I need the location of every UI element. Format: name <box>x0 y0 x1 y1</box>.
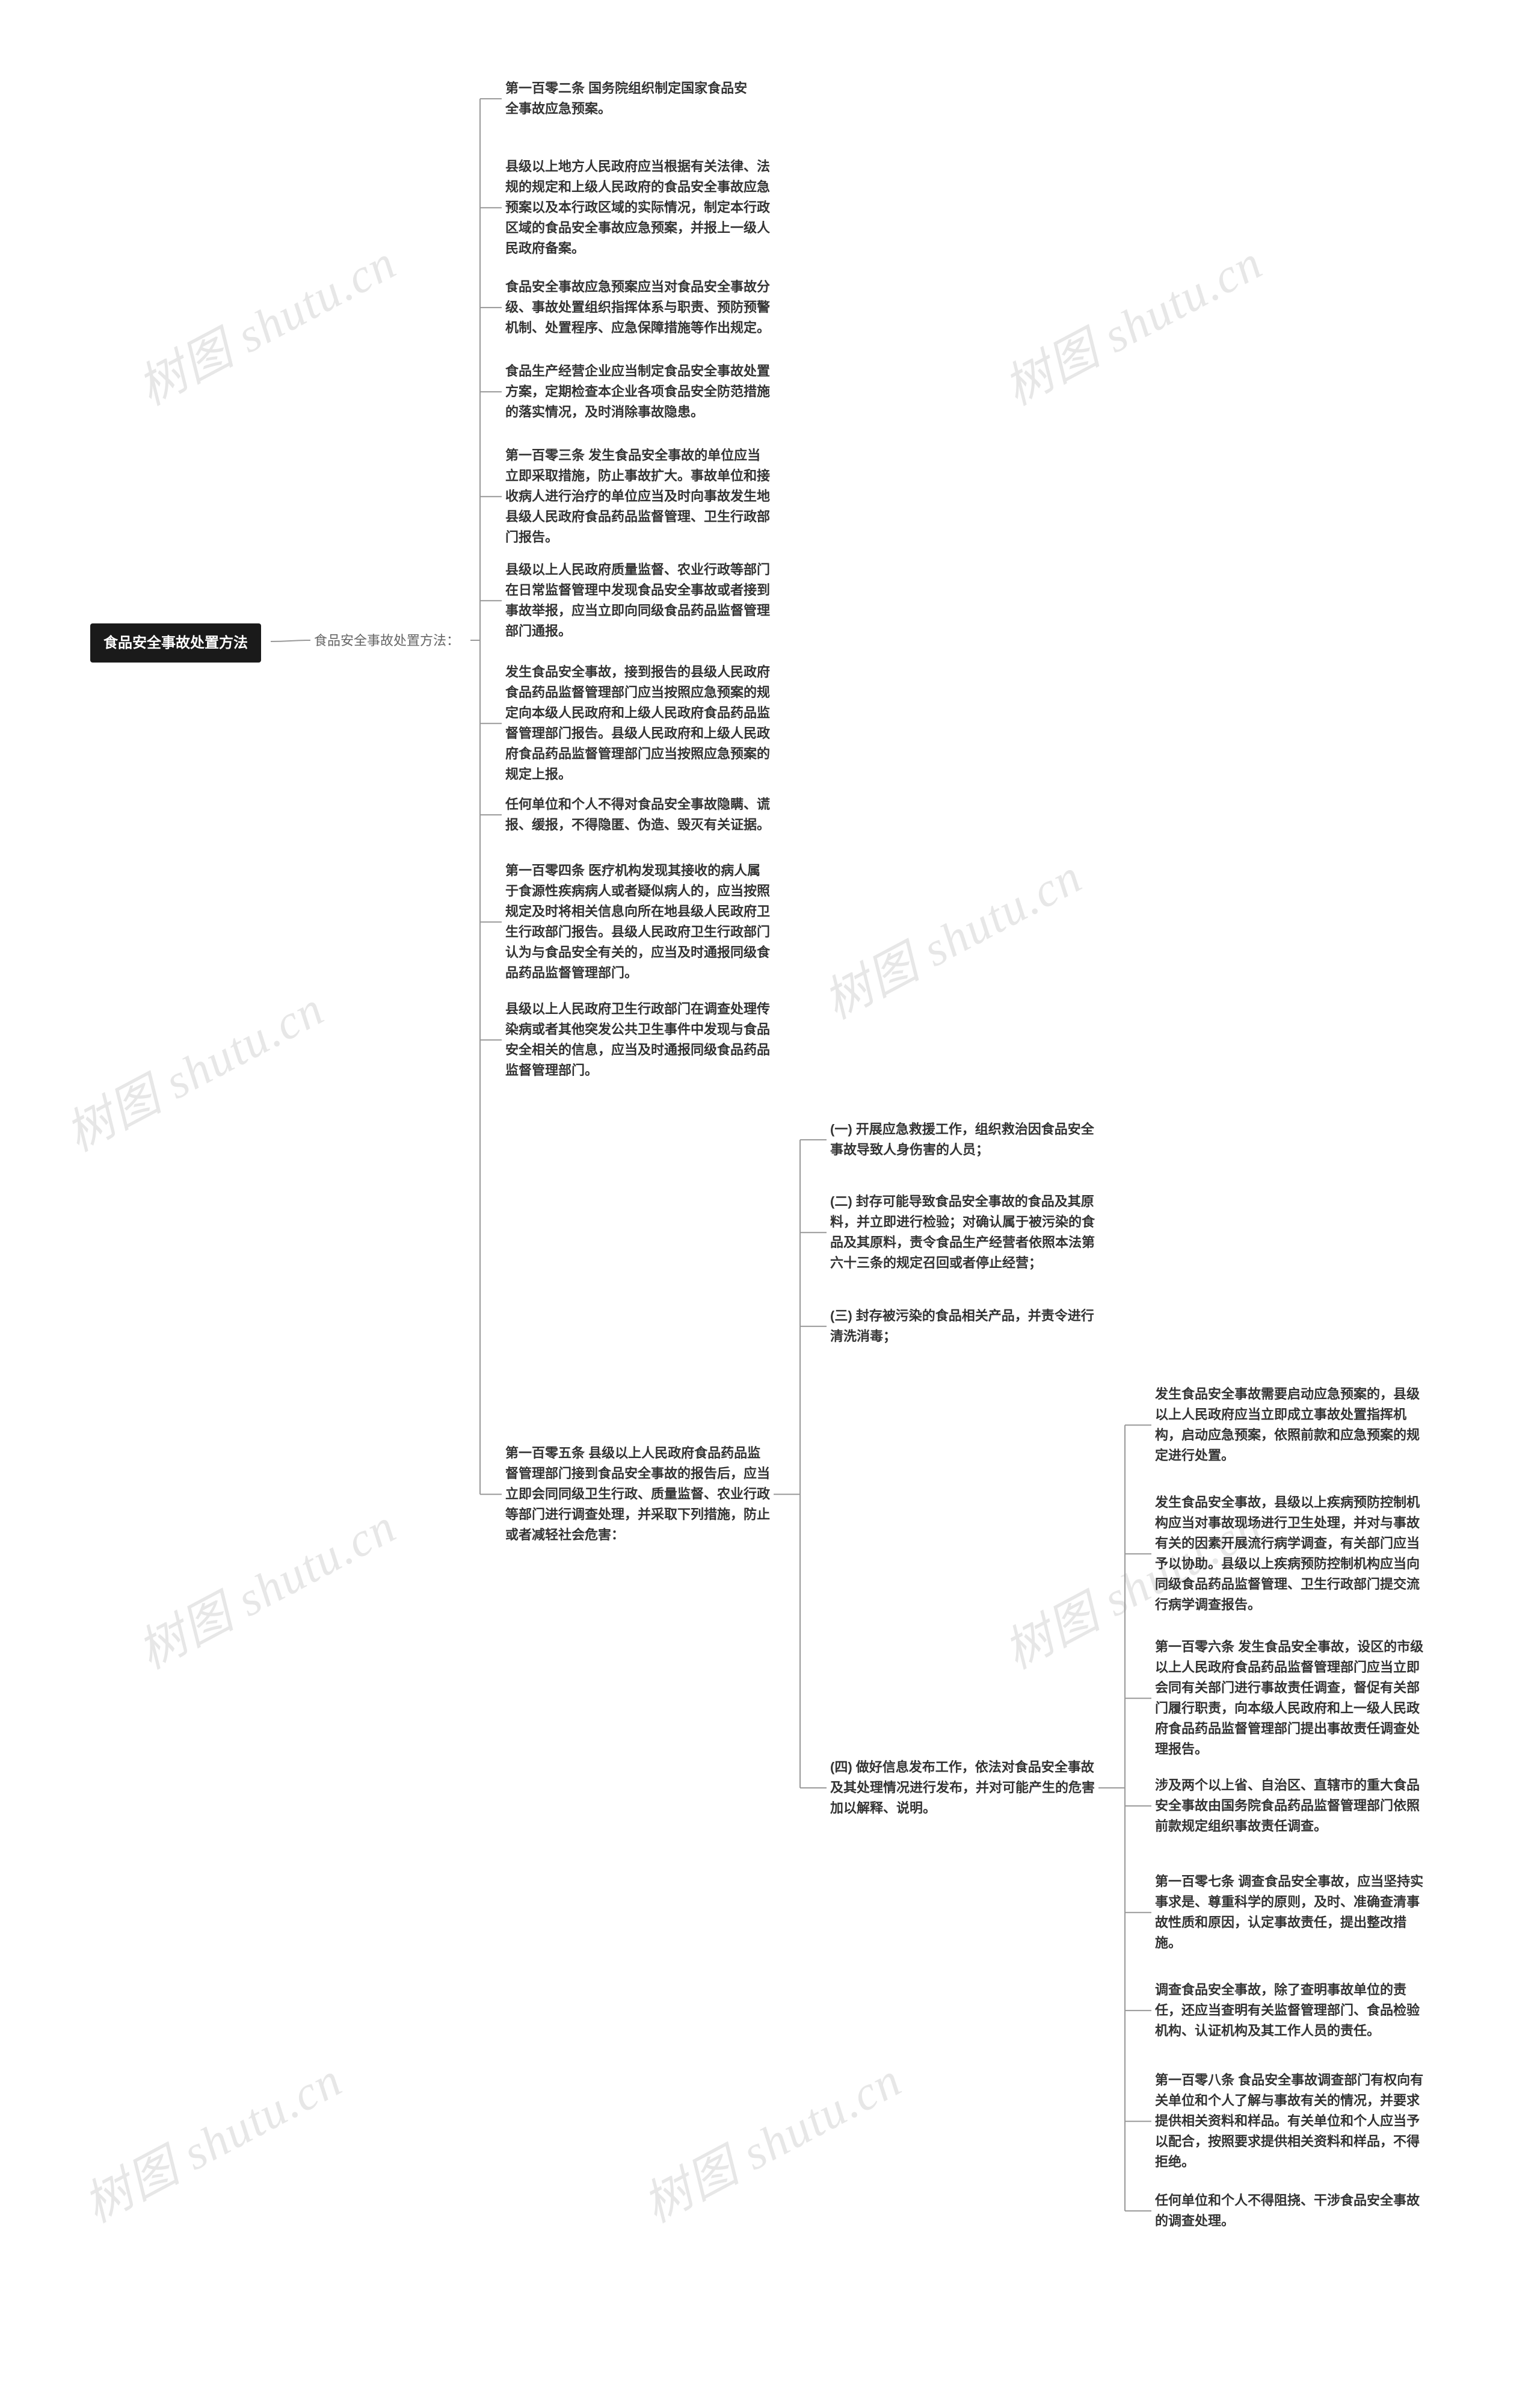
level4-node: 发生食品安全事故，县级以上疾病预防控制机构应当对事故现场进行卫生处理，并对与事故… <box>1155 1492 1426 1616</box>
level1-node: 食品安全事故处置方法： <box>314 631 460 651</box>
level4-node: 涉及两个以上省、自治区、直辖市的重大食品安全事故由国务院食品药品监督管理部门依照… <box>1155 1775 1426 1837</box>
watermark: 树图 shutu.cn <box>70 2042 353 2236</box>
level2-node: 第一百零五条 县级以上人民政府食品药品监督管理部门接到食品安全事故的报告后，应当… <box>505 1443 770 1545</box>
watermark: 树图 shutu.cn <box>124 224 407 419</box>
root-node: 食品安全事故处置方法 <box>90 623 261 663</box>
level4-node: 任何单位和个人不得阻挠、干涉食品安全事故的调查处理。 <box>1155 2190 1426 2231</box>
level2-node: 食品生产经营企业应当制定食品安全事故处置方案，定期检查本企业各项食品安全防范措施… <box>505 361 770 422</box>
watermark: 树图 shutu.cn <box>52 971 334 1165</box>
level2-node: 第一百零二条 国务院组织制定国家食品安全事故应急预案。 <box>505 78 758 119</box>
level2-node: 第一百零四条 医疗机构发现其接收的病人属于食源性疾病病人或者疑似病人的，应当按照… <box>505 861 770 984</box>
watermark: 树图 shutu.cn <box>990 224 1273 419</box>
mindmap-canvas: 树图 shutu.cn 树图 shutu.cn 树图 shutu.cn 树图 shut… <box>0 0 1540 2401</box>
level4-node: 调查食品安全事故，除了查明事故单位的责任，还应当查明有关监督管理部门、食品检验机… <box>1155 1980 1426 2041</box>
level2-node: 任何单位和个人不得对食品安全事故隐瞒、谎报、缓报，不得隐匿、伪造、毁灭有关证据。 <box>505 794 770 835</box>
level3-node: (四) 做好信息发布工作，依法对食品安全事故及其处理情况进行发布，并对可能产生的… <box>830 1757 1095 1819</box>
watermark: 树图 shutu.cn <box>124 1488 407 1683</box>
level2-node: 县级以上人民政府卫生行政部门在调查处理传染病或者其他突发公共卫生事件中发现与食品… <box>505 999 770 1081</box>
level3-node: (一) 开展应急救援工作，组织救治因食品安全事故导致人身伤害的人员； <box>830 1119 1095 1160</box>
level4-node: 发生食品安全事故需要启动应急预案的，县级以上人民政府应当立即成立事故处置指挥机构… <box>1155 1384 1420 1466</box>
level4-node: 第一百零六条 发生食品安全事故，设区的市级以上人民政府食品药品监督管理部门应当立… <box>1155 1637 1426 1760</box>
level3-node: (二) 封存可能导致食品安全事故的食品及其原料，并立即进行检验；对确认属于被污染… <box>830 1191 1095 1273</box>
level2-node: 县级以上地方人民政府应当根据有关法律、法规的规定和上级人民政府的食品安全事故应急… <box>505 156 770 259</box>
level2-node: 县级以上人民政府质量监督、农业行政等部门在日常监督管理中发现食品安全事故或者接到… <box>505 560 770 641</box>
level2-node: 食品安全事故应急预案应当对食品安全事故分级、事故处置组织指挥体系与职责、预防预警… <box>505 277 770 338</box>
level3-node: (三) 封存被污染的食品相关产品，并责令进行清洗消毒； <box>830 1306 1095 1347</box>
watermark: 树图 shutu.cn <box>629 2042 912 2236</box>
watermark: 树图 shutu.cn <box>810 838 1092 1033</box>
level2-node: 第一百零三条 发生食品安全事故的单位应当立即采取措施，防止事故扩大。事故单位和接… <box>505 445 770 548</box>
level4-node: 第一百零七条 调查食品安全事故，应当坚持实事求是、尊重科学的原则，及时、准确查清… <box>1155 1871 1426 1953</box>
level2-node: 发生食品安全事故，接到报告的县级人民政府食品药品监督管理部门应当按照应急预案的规… <box>505 662 770 785</box>
level4-node: 第一百零八条 食品安全事故调查部门有权向有关单位和个人了解与事故有关的情况，并要… <box>1155 2070 1426 2172</box>
